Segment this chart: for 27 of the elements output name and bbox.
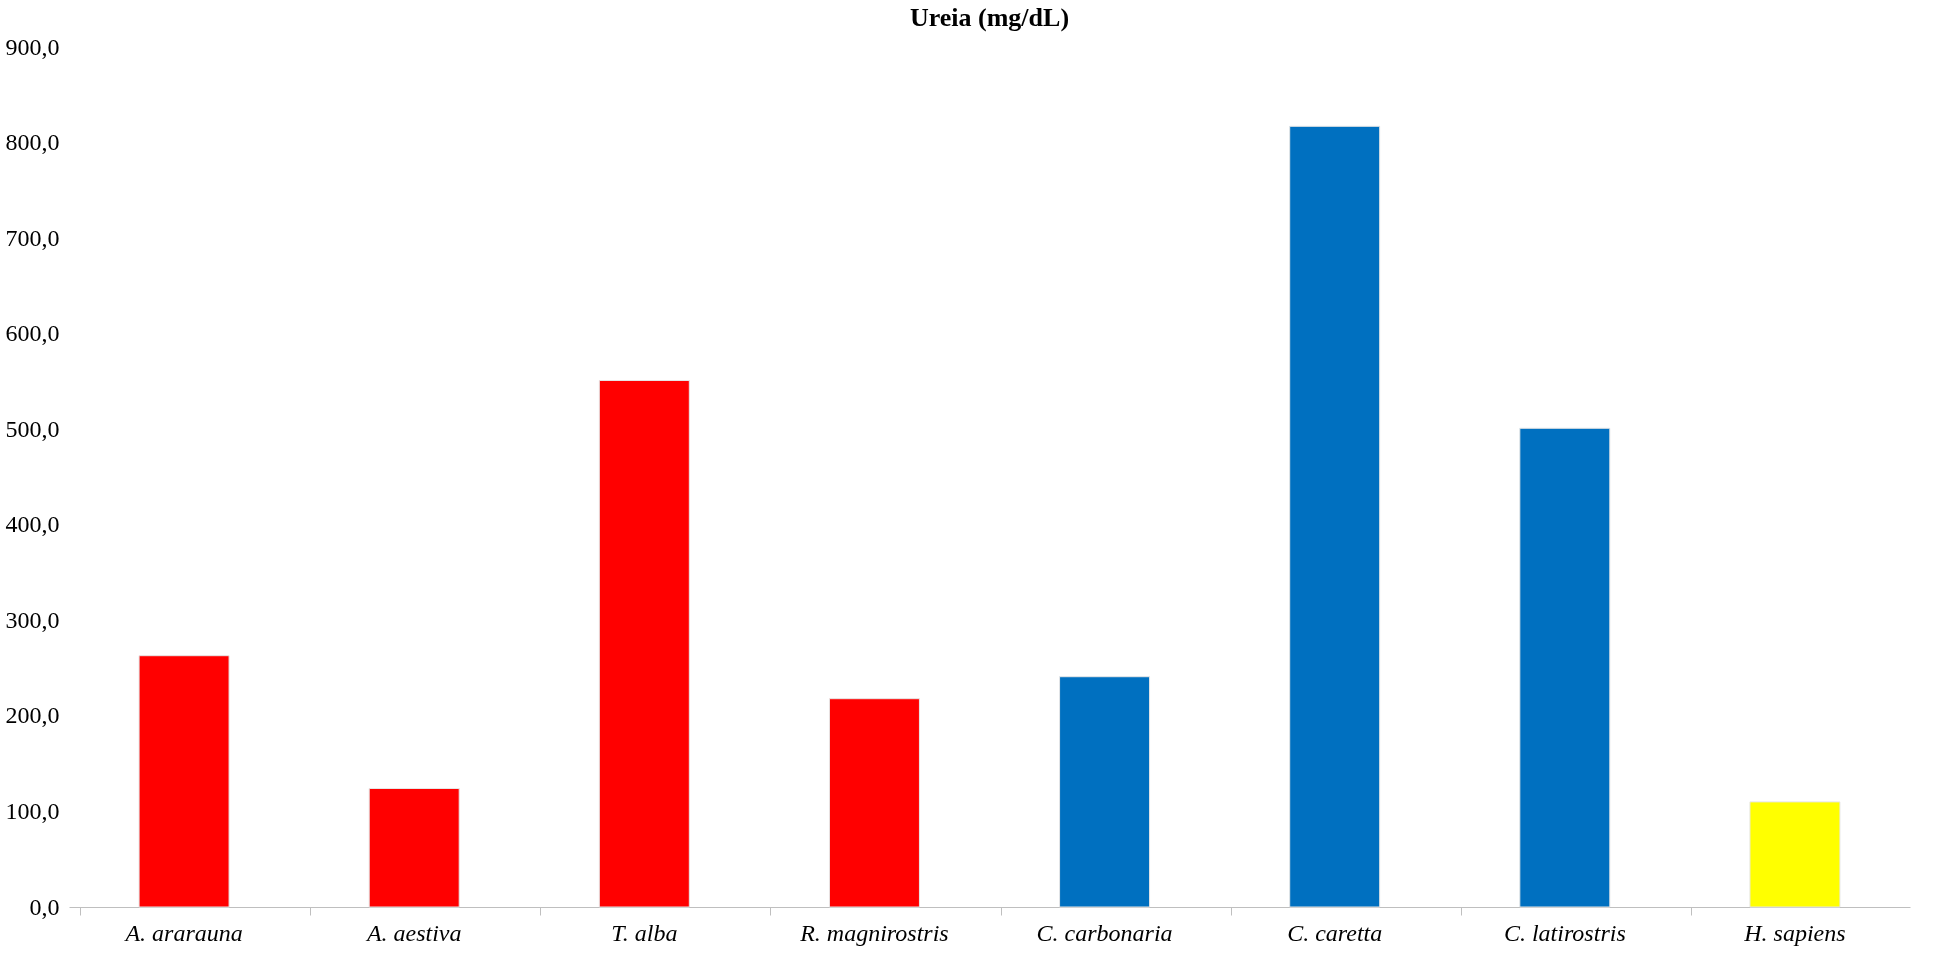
bar bbox=[598, 379, 690, 908]
bar bbox=[1289, 125, 1381, 908]
y-tick-label: 0,0 bbox=[29, 893, 60, 920]
chart-title: Ureia (mg/dL) bbox=[909, 3, 1070, 32]
x-tick-label: R. magnirostris bbox=[799, 919, 949, 946]
x-tick-label: C. caretta bbox=[1287, 919, 1383, 946]
y-tick-label: 500,0 bbox=[5, 415, 60, 442]
y-tick-label: 600,0 bbox=[5, 320, 60, 347]
y-tick-label: 200,0 bbox=[5, 702, 60, 729]
bar bbox=[828, 698, 920, 908]
y-tick-label: 800,0 bbox=[5, 129, 60, 156]
x-tick-label: A. aestiva bbox=[364, 919, 462, 946]
x-tick-label: H. sapiens bbox=[1743, 919, 1846, 946]
y-tick-label: 300,0 bbox=[5, 606, 60, 633]
x-tick-label: C. latirostris bbox=[1503, 919, 1626, 946]
bar bbox=[1519, 427, 1611, 908]
bar bbox=[368, 788, 460, 908]
x-tick-label: A. ararauna bbox=[123, 919, 243, 946]
bar bbox=[1749, 801, 1841, 908]
y-tick-label: 900,0 bbox=[5, 33, 60, 60]
bar bbox=[138, 655, 230, 908]
y-tick-label: 400,0 bbox=[5, 511, 60, 538]
x-tick-label: T. alba bbox=[611, 919, 678, 946]
x-tick-label: C. carbonaria bbox=[1036, 919, 1173, 946]
y-tick-label: 700,0 bbox=[5, 224, 60, 251]
bar bbox=[1059, 676, 1151, 908]
y-tick-label: 100,0 bbox=[5, 797, 60, 824]
